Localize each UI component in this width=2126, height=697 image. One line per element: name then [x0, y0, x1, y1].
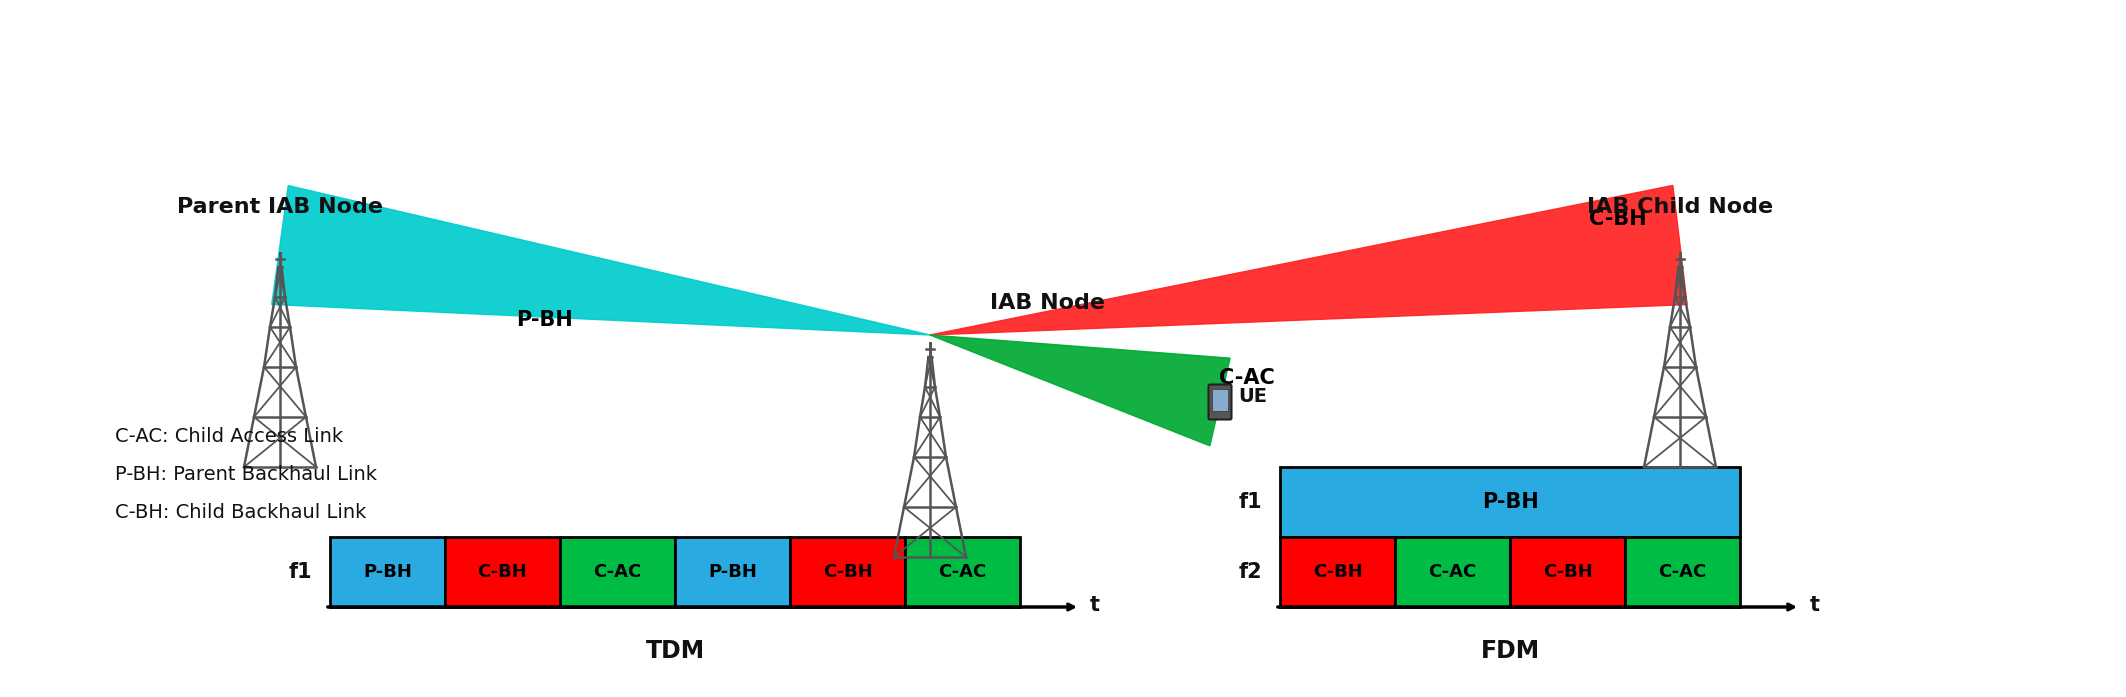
Text: TDM: TDM	[646, 639, 704, 663]
Text: C-AC: C-AC	[1658, 563, 1707, 581]
Bar	[1395, 537, 1509, 607]
Text: C-BH: C-BH	[478, 563, 527, 581]
Text: t: t	[1809, 595, 1820, 615]
Text: f1: f1	[289, 562, 313, 582]
Text: Parent IAB Node: Parent IAB Node	[176, 197, 383, 217]
Bar	[1212, 389, 1229, 411]
Text: C-BH: C-BH	[823, 563, 872, 581]
Bar	[1280, 467, 1739, 537]
Text: C-BH: C-BH	[1543, 563, 1592, 581]
Text: C-AC: Child Access Link: C-AC: Child Access Link	[115, 427, 342, 446]
Polygon shape	[929, 185, 1688, 335]
Text: P-BH: P-BH	[708, 563, 757, 581]
Text: C-AC: C-AC	[1218, 369, 1276, 388]
Polygon shape	[272, 185, 929, 335]
Text: t: t	[1091, 595, 1099, 615]
FancyBboxPatch shape	[1208, 385, 1231, 420]
Text: P-BH: P-BH	[364, 563, 412, 581]
Text: P-BH: P-BH	[517, 310, 572, 330]
Text: UE: UE	[1237, 388, 1267, 406]
Bar	[1509, 537, 1624, 607]
Text: P-BH: Parent Backhaul Link: P-BH: Parent Backhaul Link	[115, 465, 376, 484]
Bar	[791, 537, 906, 607]
Text: C-AC: C-AC	[1429, 563, 1478, 581]
Text: C-AC: C-AC	[938, 563, 986, 581]
Text: IAB Child Node: IAB Child Node	[1586, 197, 1773, 217]
Polygon shape	[929, 335, 1231, 446]
Bar	[559, 537, 674, 607]
Bar	[1280, 537, 1395, 607]
Bar	[444, 537, 559, 607]
Text: P-BH: P-BH	[1482, 492, 1539, 512]
Bar	[1624, 537, 1739, 607]
Text: C-AC: C-AC	[593, 563, 642, 581]
Bar	[674, 537, 791, 607]
Text: f2: f2	[1237, 562, 1263, 582]
Text: IAB Node: IAB Node	[991, 293, 1106, 313]
Text: C-BH: C-BH	[1590, 209, 1648, 229]
Bar	[330, 537, 444, 607]
Text: C-BH: C-BH	[1312, 563, 1363, 581]
Text: f1: f1	[1237, 492, 1263, 512]
Bar	[906, 537, 1020, 607]
Text: FDM: FDM	[1480, 639, 1539, 663]
Text: C-BH: Child Backhaul Link: C-BH: Child Backhaul Link	[115, 503, 366, 522]
